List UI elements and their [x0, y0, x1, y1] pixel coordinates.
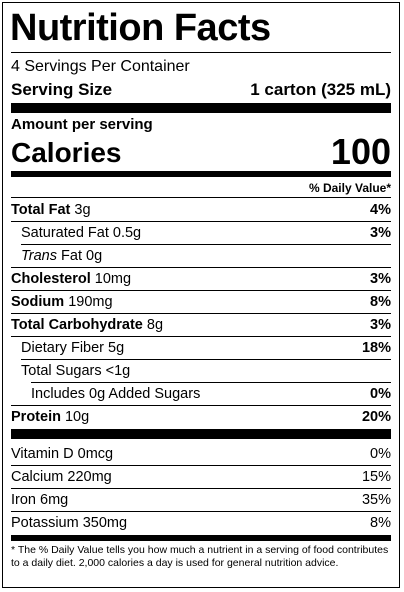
- vitamin-row-vitamin-d: Vitamin D 0mcg 0%: [11, 443, 391, 465]
- nutrient-daily-value: 20%: [361, 409, 391, 425]
- serving-size-value: 1 carton (325 mL): [250, 80, 391, 99]
- nutrient-amount: 10g: [64, 409, 90, 425]
- nutrient-name: Total Sugars: [21, 363, 102, 379]
- serving-size-label: Serving Size: [11, 80, 113, 99]
- vitamin-daily-value: 35%: [361, 492, 391, 508]
- row-divider: [11, 488, 391, 489]
- vitamin-amount: 350mg: [82, 515, 128, 531]
- nutrient-name: Saturated Fat: [21, 225, 109, 241]
- vitamin-name: Potassium: [11, 515, 79, 531]
- nutrient-name: Sodium: [11, 294, 65, 310]
- nutrient-row-sodium: Sodium 190mg 8%: [11, 291, 391, 313]
- row-divider: [31, 382, 391, 383]
- nutrient-row-added-sugars: Includes 0g Added Sugars 0%: [11, 383, 391, 405]
- title-divider: [11, 52, 391, 53]
- vitamin-amount: 6mg: [40, 492, 69, 508]
- row-divider: [11, 511, 391, 512]
- row-divider: [21, 359, 391, 360]
- daily-value-header: % Daily Value*: [308, 181, 391, 195]
- nutrient-daily-value: 3%: [370, 225, 391, 241]
- vitamin-daily-value: 8%: [370, 515, 391, 531]
- thick-divider-top: [11, 103, 391, 113]
- nutrient-daily-value: 18%: [361, 340, 391, 356]
- nutrient-name: Trans: [21, 248, 57, 264]
- vitamin-row-potassium: Potassium 350mg 8%: [11, 512, 391, 534]
- row-divider: [11, 336, 391, 337]
- nutrient-row-dietary-fiber: Dietary Fiber 5g 18%: [11, 337, 391, 359]
- nutrient-amount: 0g: [89, 386, 106, 402]
- row-divider: [11, 405, 391, 406]
- nutrient-row-protein: Protein 10g 20%: [11, 406, 391, 428]
- nutrient-name: Total Carbohydrate: [11, 317, 143, 333]
- nutrient-amount: 5g: [108, 340, 125, 356]
- nutrient-row-total-fat: Total Fat 3g 4%: [11, 199, 391, 221]
- nutrient-amount: 190mg: [68, 294, 113, 310]
- row-divider: [11, 465, 391, 466]
- calories-divider: [11, 171, 391, 177]
- row-divider: [11, 197, 391, 198]
- nutrition-facts-label: Nutrition Facts 4 Servings Per Container…: [2, 2, 400, 588]
- vitamin-row-calcium: Calcium 220mg 15%: [11, 466, 391, 488]
- vitamin-row-iron: Iron 6mg 35%: [11, 489, 391, 511]
- nutrient-daily-value: 3%: [370, 317, 391, 333]
- row-divider: [11, 313, 391, 314]
- nutrient-row-saturated-fat: Saturated Fat 0.5g 3%: [11, 222, 391, 244]
- calories-row: Calories 100: [11, 133, 391, 171]
- nutrient-name: Protein: [11, 409, 61, 425]
- vitamin-name: Iron: [11, 492, 36, 508]
- calories-label: Calories: [11, 137, 122, 168]
- nutrient-amount: 8g: [146, 317, 164, 333]
- footnote-divider: [11, 535, 391, 541]
- vitamin-daily-value: 0%: [370, 446, 391, 462]
- daily-value-footnote: * The % Daily Value tells you how much a…: [11, 544, 389, 569]
- vitamin-daily-value: 15%: [361, 469, 391, 485]
- vitamin-amount: 0mcg: [77, 446, 114, 462]
- nutrient-row-trans-fat: Trans Fat 0g: [11, 245, 391, 267]
- nutrient-amount: 0.5g: [112, 225, 142, 241]
- row-divider: [11, 267, 391, 268]
- row-divider: [11, 221, 391, 222]
- nutrient-name-suffix: Added Sugars: [108, 386, 201, 402]
- servings-per-container: 4 Servings Per Container: [11, 58, 190, 75]
- row-divider: [21, 244, 391, 245]
- nutrient-daily-value: 0%: [370, 386, 391, 402]
- nutrient-name: Cholesterol: [11, 271, 91, 287]
- nutrient-amount: 10mg: [94, 271, 132, 287]
- calories-value: 100: [330, 131, 391, 172]
- nutrient-row-total-sugars: Total Sugars <1g: [11, 360, 391, 382]
- nutrient-row-total-carbohydrate: Total Carbohydrate 8g 3%: [11, 314, 391, 336]
- vitamin-name: Vitamin D: [11, 446, 74, 462]
- vitamin-name: Calcium: [11, 469, 64, 485]
- nutrient-name-suffix: Fat: [61, 248, 82, 264]
- nutrient-name: Dietary Fiber: [21, 340, 104, 356]
- nutrient-daily-value: 4%: [370, 202, 391, 218]
- nutrient-daily-value: 3%: [370, 271, 391, 287]
- nutrient-amount: <1g: [105, 363, 131, 379]
- nutrient-amount: 0g: [86, 248, 103, 264]
- nutrient-name: Total Fat: [11, 202, 71, 218]
- nutrient-daily-value: 8%: [370, 294, 391, 310]
- nutrient-amount: 3g: [74, 202, 91, 218]
- row-divider: [11, 290, 391, 291]
- nutrient-name: Includes: [31, 386, 86, 402]
- serving-size-row: Serving Size 1 carton (325 mL): [11, 80, 391, 100]
- thick-divider-vitamins: [11, 429, 391, 439]
- nutrient-row-cholesterol: Cholesterol 10mg 3%: [11, 268, 391, 290]
- amount-per-serving: Amount per serving: [11, 116, 153, 133]
- label-title: Nutrition Facts: [10, 7, 271, 49]
- vitamin-amount: 220mg: [67, 469, 112, 485]
